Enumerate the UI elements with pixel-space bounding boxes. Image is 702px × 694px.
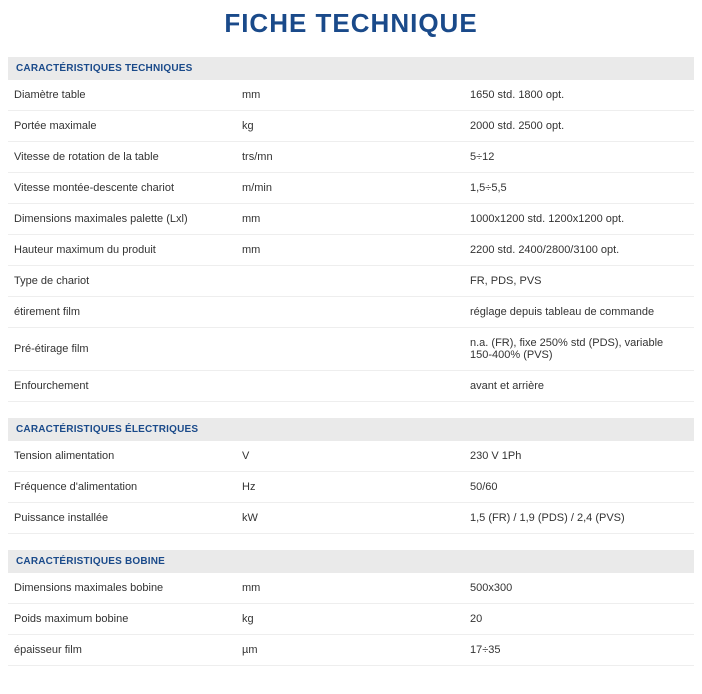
spec-label: Vitesse montée-descente chariot xyxy=(14,182,242,194)
spec-unit: mm xyxy=(242,89,470,101)
table-row: épaisseur filmµm17÷35 xyxy=(8,635,694,666)
spec-value: 1650 std. 1800 opt. xyxy=(470,89,688,101)
spec-unit: mm xyxy=(242,244,470,256)
spec-label: Hauteur maximum du produit xyxy=(14,244,242,256)
spec-label: Diamètre table xyxy=(14,89,242,101)
spec-unit: µm xyxy=(242,644,470,656)
table-row: Dimensions maximales bobinemm500x300 xyxy=(8,573,694,604)
spec-label: Puissance installée xyxy=(14,512,242,524)
spec-section: CARACTÉRISTIQUES BOBINEDimensions maxima… xyxy=(8,550,694,666)
spec-value: 230 V 1Ph xyxy=(470,450,688,462)
spec-value: 2000 std. 2500 opt. xyxy=(470,120,688,132)
spec-label: Fréquence d'alimentation xyxy=(14,481,242,493)
spec-label: épaisseur film xyxy=(14,644,242,656)
spec-label: étirement film xyxy=(14,306,242,318)
table-row: étirement film réglage depuis tableau de … xyxy=(8,297,694,328)
spec-value: 17÷35 xyxy=(470,644,688,656)
spec-unit: m/min xyxy=(242,182,470,194)
table-row: Pré-étirage film n.a. (FR), fixe 250% std… xyxy=(8,328,694,371)
table-row: Portée maximalekg2000 std. 2500 opt. xyxy=(8,111,694,142)
spec-value: n.a. (FR), fixe 250% std (PDS), variable… xyxy=(470,337,688,361)
spec-label: Dimensions maximales palette (Lxl) xyxy=(14,213,242,225)
spec-label: Vitesse de rotation de la table xyxy=(14,151,242,163)
table-row: Type de chariot FR, PDS, PVS xyxy=(8,266,694,297)
spec-unit: trs/mn xyxy=(242,151,470,163)
spec-value: réglage depuis tableau de commande xyxy=(470,306,688,318)
spec-label: Dimensions maximales bobine xyxy=(14,582,242,594)
table-row: Enfourchement avant et arrière xyxy=(8,371,694,402)
spec-label: Pré-étirage film xyxy=(14,343,242,355)
spec-label: Poids maximum bobine xyxy=(14,613,242,625)
table-row: Tension alimentationV230 V 1Ph xyxy=(8,441,694,472)
sections-wrapper: CARACTÉRISTIQUES TECHNIQUESDiamètre tabl… xyxy=(8,57,694,666)
spec-value: avant et arrière xyxy=(470,380,688,392)
section-header: CARACTÉRISTIQUES ÉLECTRIQUES xyxy=(8,418,694,441)
spec-unit: kg xyxy=(242,120,470,132)
spec-label: Enfourchement xyxy=(14,380,242,392)
spec-section: CARACTÉRISTIQUES TECHNIQUESDiamètre tabl… xyxy=(8,57,694,402)
spec-value: 5÷12 xyxy=(470,151,688,163)
spec-value: 20 xyxy=(470,613,688,625)
section-header: CARACTÉRISTIQUES TECHNIQUES xyxy=(8,57,694,80)
spec-value: FR, PDS, PVS xyxy=(470,275,688,287)
spec-label: Portée maximale xyxy=(14,120,242,132)
spec-value: 1,5 (FR) / 1,9 (PDS) / 2,4 (PVS) xyxy=(470,512,688,524)
spec-label: Tension alimentation xyxy=(14,450,242,462)
fiche-technique: FICHE TECHNIQUE CARACTÉRISTIQUES TECHNIQ… xyxy=(0,0,702,694)
spec-label: Type de chariot xyxy=(14,275,242,287)
table-row: Puissance installéekW1,5 (FR) / 1,9 (PDS… xyxy=(8,503,694,534)
spec-value: 2200 std. 2400/2800/3100 opt. xyxy=(470,244,688,256)
table-row: Dimensions maximales palette (Lxl)mm1000… xyxy=(8,204,694,235)
table-row: Vitesse montée-descente chariotm/min1,5÷… xyxy=(8,173,694,204)
spec-value: 1,5÷5,5 xyxy=(470,182,688,194)
table-row: Vitesse de rotation de la tabletrs/mn5÷1… xyxy=(8,142,694,173)
spec-unit: kg xyxy=(242,613,470,625)
spec-unit: mm xyxy=(242,213,470,225)
page-title: FICHE TECHNIQUE xyxy=(8,0,694,57)
table-row: Poids maximum bobinekg20 xyxy=(8,604,694,635)
spec-unit: kW xyxy=(242,512,470,524)
section-header: CARACTÉRISTIQUES BOBINE xyxy=(8,550,694,573)
spec-value: 50/60 xyxy=(470,481,688,493)
spec-section: CARACTÉRISTIQUES ÉLECTRIQUESTension alim… xyxy=(8,418,694,534)
spec-unit: V xyxy=(242,450,470,462)
spec-unit: Hz xyxy=(242,481,470,493)
table-row: Fréquence d'alimentationHz50/60 xyxy=(8,472,694,503)
spec-value: 500x300 xyxy=(470,582,688,594)
spec-value: 1000x1200 std. 1200x1200 opt. xyxy=(470,213,688,225)
table-row: Hauteur maximum du produitmm2200 std. 24… xyxy=(8,235,694,266)
spec-unit: mm xyxy=(242,582,470,594)
table-row: Diamètre tablemm1650 std. 1800 opt. xyxy=(8,80,694,111)
